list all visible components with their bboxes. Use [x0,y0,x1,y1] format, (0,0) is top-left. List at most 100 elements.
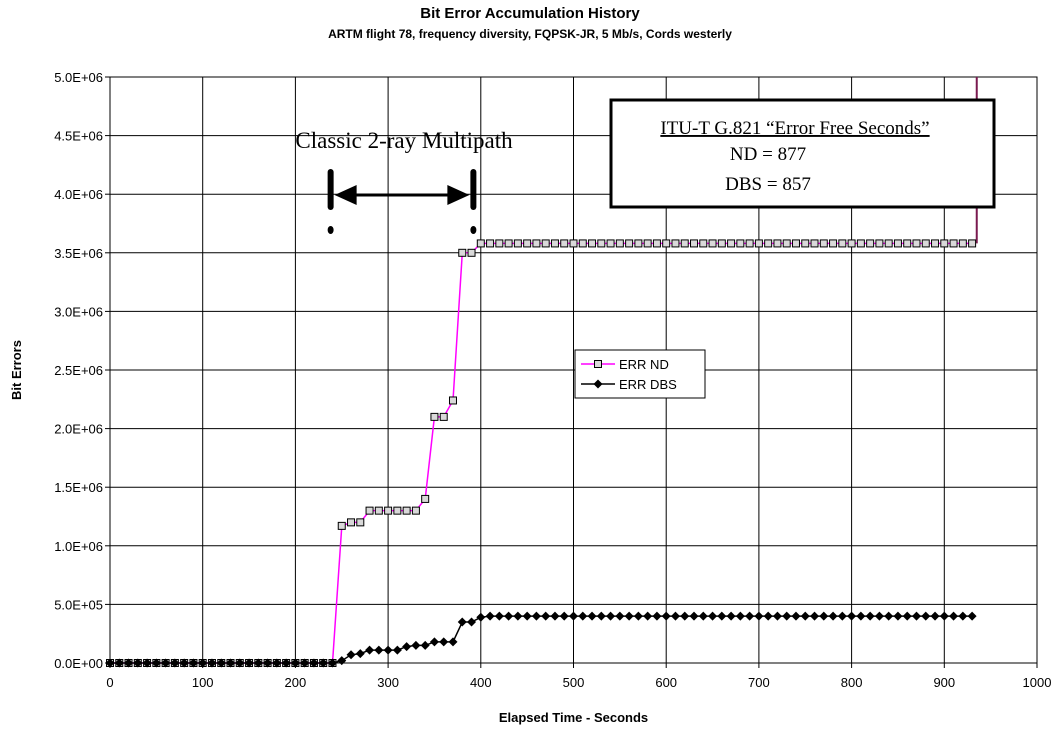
data-point-nd [921,239,930,248]
data-point-dbs [105,658,115,668]
data-point-nd [875,239,884,248]
data-point-dbs [624,611,634,621]
data-point-dbs [874,611,884,621]
data-point-nd [699,239,708,248]
data-point-dbs [958,611,968,621]
data-point-dbs [513,611,523,621]
data-point-dbs [930,611,940,621]
data-point-dbs [272,658,282,668]
data-point-nd [931,239,940,248]
axis-ticks: 0 100 200 300 400 500 600 700 800 900 1000 0.0E+00 5… [54,70,1051,690]
data-point-nd [402,506,411,515]
data-point-dbs [893,611,903,621]
data-point-dbs [782,611,792,621]
data-point-dbs [791,611,801,621]
y-tick-label: 3.0E+06 [54,304,103,319]
data-point-dbs [161,658,171,668]
data-point-dbs [531,611,541,621]
data-point-nd [365,506,374,515]
y-tick-label: 4.5E+06 [54,129,103,144]
legend-item: ERR ND [581,357,669,372]
data-point-nd [671,239,680,248]
x-tick-label: 100 [192,675,214,690]
x-tick-label: 800 [841,675,863,690]
legend-label: ERR ND [619,357,669,372]
legend-label: ERR DBS [619,377,677,392]
data-point-nd [393,506,402,515]
data-point-dbs [114,658,124,668]
y-tick-label: 1.5E+06 [54,480,103,495]
data-point-dbs [198,658,208,668]
y-tick-label: 4.0E+06 [54,187,103,202]
data-point-nd [513,239,522,248]
data-point-nd [773,239,782,248]
data-point-dbs [235,658,245,668]
data-point-dbs [800,611,810,621]
data-point-dbs [902,611,912,621]
data-point-dbs [726,611,736,621]
x-tick-label: 900 [933,675,955,690]
data-point-nd [884,239,893,248]
data-point-dbs [810,611,820,621]
data-point-nd [717,239,726,248]
x-tick-label: 500 [563,675,585,690]
legend-items: ERR ND ERR DBS [581,357,677,392]
data-point-nd [810,239,819,248]
data-point-dbs [216,658,226,668]
data-point-nd [569,239,578,248]
x-tick-label: 400 [470,675,492,690]
data-point-nd [476,239,485,248]
data-point-dbs [457,617,467,627]
data-point-nd [411,506,420,515]
data-point-dbs [318,658,328,668]
grid [110,77,1037,663]
data-point-nd [652,239,661,248]
data-point-dbs [587,611,597,621]
data-point-nd [588,239,597,248]
data-point-dbs [281,658,291,668]
data-point-nd [912,239,921,248]
data-point-nd [643,239,652,248]
data-point-nd [819,239,828,248]
data-point-nd [384,506,393,515]
data-point-nd [597,239,606,248]
x-axis-label: Elapsed Time - Seconds [499,710,648,725]
data-point-dbs [633,611,643,621]
data-point-dbs [652,611,662,621]
data-point-dbs [541,611,551,621]
series-line [110,615,973,664]
data-point-nd [958,239,967,248]
data-point-dbs [374,645,384,655]
data-point-dbs [124,658,134,668]
data-point-dbs [569,611,578,621]
data-point-nd [893,239,902,248]
data-point-nd [347,518,356,527]
arrow-dot-right [470,226,477,234]
data-point-nd [337,521,346,530]
data-point-nd [736,239,745,248]
data-point-nd [838,239,847,248]
data-point-dbs [847,611,857,621]
data-point-dbs [698,611,708,621]
data-point-dbs [643,611,653,621]
y-axis-label: Bit Errors [9,340,24,400]
y-tick-label: 5.0E+05 [54,597,103,612]
y-tick-label: 3.5E+06 [54,246,103,261]
x-tick-label: 1000 [1023,675,1052,690]
data-point-dbs [550,611,560,621]
data-point-dbs [772,611,782,621]
y-tick-label: 2.0E+06 [54,422,103,437]
data-point-dbs [337,656,347,666]
data-point-nd [764,239,773,248]
data-point-nd [727,239,736,248]
data-point-dbs [448,637,458,647]
data-point-dbs [142,658,152,668]
data-point-dbs [253,658,263,668]
data-point-dbs [949,611,959,621]
data-point-nd [560,239,569,248]
data-point-dbs [763,611,773,621]
x-tick-label: 600 [655,675,677,690]
y-tick-label: 0.0E+00 [54,656,103,671]
data-point-nd [495,239,504,248]
